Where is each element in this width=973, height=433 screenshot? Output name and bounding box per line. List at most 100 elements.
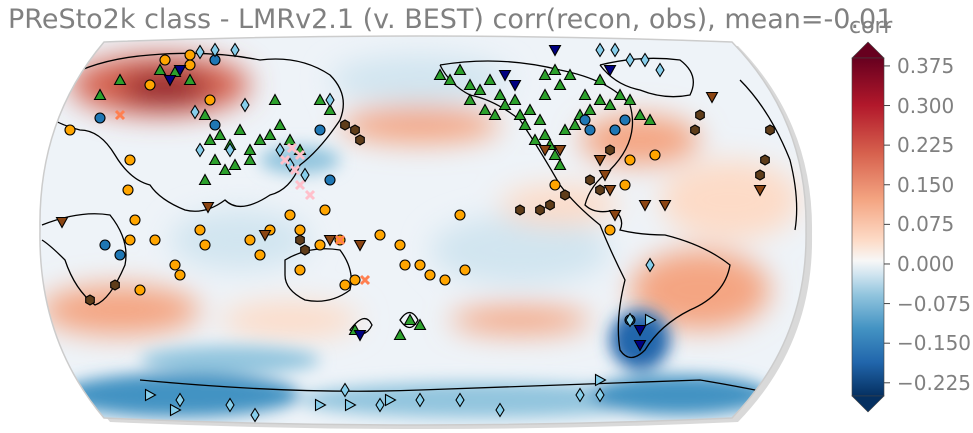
marine-sediment-marker — [609, 124, 621, 136]
colorbar-tick-label: 0.000 — [897, 251, 955, 276]
tree-ring-marker — [183, 73, 197, 86]
tree-ring-marker — [498, 98, 512, 111]
ice-core-marker — [415, 392, 425, 408]
coral-marker — [254, 249, 266, 261]
tree-ring-marker — [93, 88, 107, 101]
coral-marker — [184, 49, 196, 61]
speleothem-marker — [295, 234, 305, 246]
speleothem-marker — [535, 204, 545, 216]
lake-sediment-marker — [538, 144, 552, 157]
coral-marker — [284, 209, 296, 221]
ice-core-marker — [575, 387, 585, 403]
tree-ring-marker — [313, 93, 327, 106]
ice-core-marker — [375, 397, 385, 413]
tree-ring-marker — [483, 73, 497, 86]
documents-marker — [334, 234, 346, 246]
marine-sediment-marker — [584, 124, 596, 136]
bivalve-marker — [173, 64, 187, 77]
tree-ring-marker — [593, 73, 607, 86]
tree-ring-marker — [548, 63, 562, 76]
tree-ring-marker — [623, 93, 637, 106]
tree-ring-marker — [403, 313, 417, 326]
coral-marker — [204, 94, 216, 106]
tree-ring-marker — [463, 78, 477, 91]
tree-ring-marker — [213, 128, 227, 141]
ice-core-marker — [225, 142, 235, 158]
colorbar-tick-label: −0.075 — [897, 291, 972, 316]
coral-marker — [394, 239, 406, 251]
tree-ring-marker — [538, 88, 552, 101]
tree-ring-marker — [268, 93, 282, 106]
proxy-markers — [55, 42, 775, 423]
lake-sediment-marker — [353, 239, 367, 252]
coral-marker — [174, 269, 186, 281]
bivalve-marker — [508, 79, 522, 92]
coral-marker — [64, 124, 76, 136]
speleothem-marker — [340, 119, 350, 131]
ice-core-marker — [384, 393, 397, 407]
speleothem-marker — [85, 294, 95, 306]
tree-ring-marker — [203, 133, 217, 146]
lake-sediment-marker — [258, 229, 272, 242]
sclerosponge-marker — [294, 179, 306, 191]
colorbar-label: corr — [849, 14, 893, 39]
coral-marker — [129, 214, 141, 226]
speleothem-marker — [300, 244, 310, 256]
ice-core-marker — [225, 397, 235, 413]
tree-ring-marker — [493, 88, 507, 101]
tree-ring-marker — [233, 123, 247, 136]
ice-core-marker — [595, 42, 605, 58]
lake-sediment-marker — [705, 91, 719, 104]
speleothem-marker — [110, 279, 120, 291]
ice-core-marker — [644, 313, 657, 327]
speleothem-marker — [755, 169, 765, 181]
tree-ring-marker — [463, 93, 477, 106]
bivalve-marker — [603, 64, 617, 77]
coral-marker — [199, 239, 211, 251]
tree-ring-marker — [583, 103, 597, 116]
documents-marker — [114, 109, 126, 121]
lake-sediment-marker — [201, 201, 215, 214]
ice-core-marker — [144, 388, 157, 402]
tree-ring-marker — [558, 123, 572, 136]
speleothem-marker — [605, 144, 615, 156]
marine-sediment-marker — [324, 174, 336, 186]
coral-marker — [339, 279, 351, 291]
ice-core-marker — [300, 167, 310, 183]
sclerosponge-marker — [294, 149, 306, 161]
coral-marker — [144, 79, 156, 91]
speleothem-marker — [560, 189, 570, 201]
ice-core-marker — [325, 92, 335, 108]
tree-ring-marker — [433, 68, 447, 81]
coral-marker — [294, 224, 306, 236]
ice-core-marker — [275, 142, 285, 158]
ice-core-marker — [645, 257, 655, 273]
correlation-field — [39, 36, 807, 425]
map-title: PReSto2k class - LMRv2.1 (v. BEST) corr(… — [8, 4, 894, 35]
coral-marker — [169, 259, 181, 271]
lake-sediment-marker — [323, 234, 337, 247]
coral-marker — [184, 59, 196, 71]
coral-marker — [649, 149, 661, 161]
ice-core-marker — [655, 62, 665, 78]
coral-marker — [604, 224, 616, 236]
tree-ring-marker — [413, 318, 427, 331]
tree-ring-marker — [633, 108, 647, 121]
lake-sediment-marker — [598, 169, 612, 182]
tree-ring-marker — [323, 103, 337, 116]
coral-marker — [454, 209, 466, 221]
tree-ring-marker — [513, 108, 527, 121]
speleothem-marker — [765, 124, 775, 136]
ice-core-marker — [169, 403, 182, 417]
ice-core-marker — [625, 52, 635, 68]
tree-ring-marker — [613, 88, 627, 101]
ice-core-marker — [595, 387, 605, 403]
sclerosponge-marker — [286, 142, 298, 154]
ice-core-marker — [495, 402, 505, 418]
tree-ring-marker — [603, 98, 617, 111]
coral-marker — [134, 284, 146, 296]
colorbar-tick-label: −0.150 — [897, 331, 972, 356]
tree-ring-marker — [393, 328, 407, 341]
tree-ring-marker — [643, 113, 657, 126]
lake-sediment-marker — [638, 199, 652, 212]
